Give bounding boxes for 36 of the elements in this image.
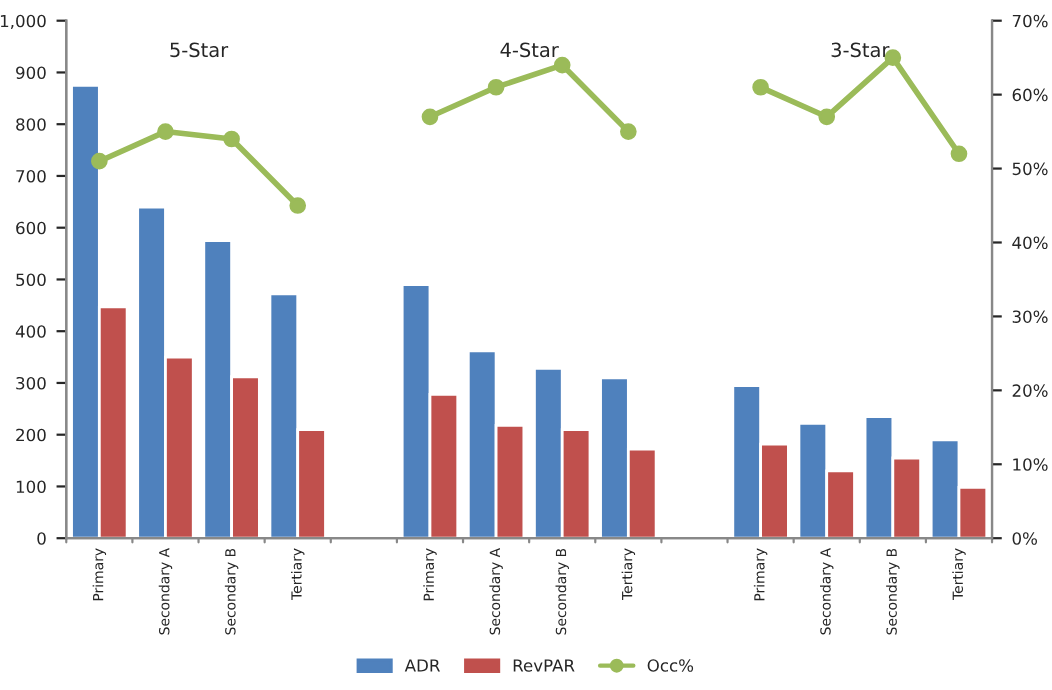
y-tick-label: 900 <box>16 66 46 80</box>
y-tick-label: 100 <box>16 480 46 494</box>
point <box>289 197 307 214</box>
y2-tick-label: 0% <box>1012 532 1037 545</box>
annotation: 5-Star <box>170 42 229 58</box>
legend-label: RevPAR <box>513 659 575 672</box>
annotation: 4-Star <box>500 42 559 58</box>
point <box>91 152 108 170</box>
y2-tick-label: 70% <box>1012 14 1048 28</box>
y2-tick-label: 40% <box>1012 236 1048 250</box>
y-tick-label: 700 <box>16 169 46 183</box>
y-tick-label: 200 <box>16 428 46 442</box>
y2-tick-label: 20% <box>1012 384 1048 397</box>
y2-tick-label: 30% <box>1012 310 1048 323</box>
y2-tick-label: 10% <box>1013 458 1048 471</box>
point <box>157 123 174 140</box>
annotation: 3-Star <box>831 42 890 58</box>
point <box>752 78 769 96</box>
y2-tick-label: 60% <box>1012 88 1048 102</box>
y-tick-label: 1,000 <box>0 14 46 29</box>
y-tick-label: 300 <box>16 376 46 390</box>
y-tick-label: 600 <box>16 221 46 235</box>
y-tick-label: 500 <box>16 273 46 287</box>
point <box>950 145 968 163</box>
y2-tick-label: 50% <box>1012 162 1048 176</box>
y-tick-label: 0 <box>37 532 46 545</box>
point <box>487 78 505 96</box>
point <box>553 56 571 74</box>
legend-label: Occ% <box>647 659 694 672</box>
point <box>620 123 637 140</box>
y-tick-label: 800 <box>16 118 46 131</box>
legend-label: ADR <box>404 659 440 672</box>
point <box>421 108 439 126</box>
point <box>818 108 836 126</box>
y-tick-label: 400 <box>15 325 46 338</box>
point <box>223 130 240 148</box>
